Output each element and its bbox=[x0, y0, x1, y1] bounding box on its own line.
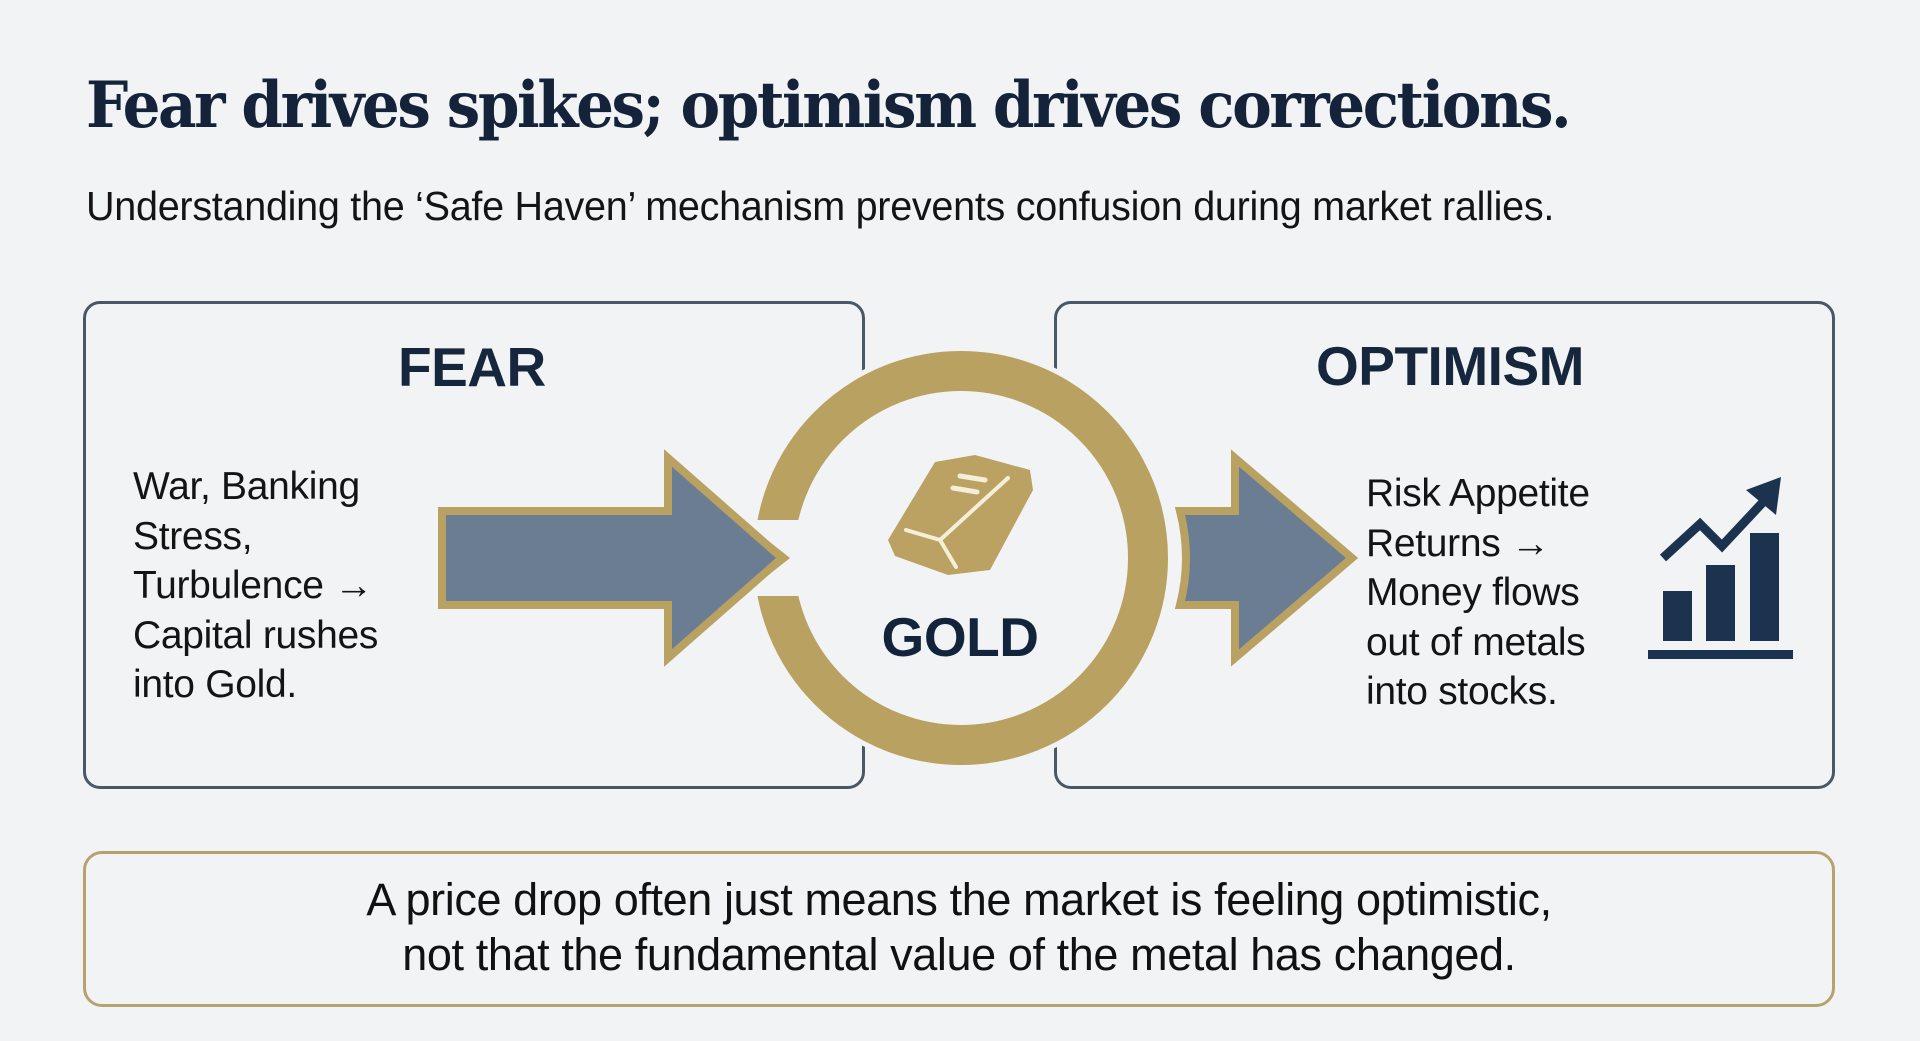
gold-label: GOLD bbox=[881, 606, 1039, 668]
takeaway-text: A price drop often just means the market… bbox=[83, 872, 1835, 982]
gold-bar-icon bbox=[888, 455, 1033, 575]
fear-to-gold-arrow bbox=[438, 449, 789, 667]
fear-description-line: into Gold. bbox=[133, 663, 297, 706]
takeaway-line: not that the fundamental value of the me… bbox=[402, 929, 1516, 980]
gold-to-optimism-arrow bbox=[1174, 449, 1359, 667]
optimism-description: Risk Appetite Returns → Money flows out … bbox=[1366, 469, 1590, 717]
fear-description-line: Turbulence → bbox=[133, 564, 373, 607]
fear-description-line: Stress, bbox=[133, 514, 253, 558]
optimism-description-line: Returns → bbox=[1366, 521, 1550, 565]
fear-description-line: War, Banking bbox=[133, 465, 360, 508]
fear-description-line: Capital rushes bbox=[133, 613, 379, 657]
fear-title: FEAR bbox=[398, 336, 546, 398]
rising-bar-chart-icon bbox=[1648, 477, 1793, 659]
page-title: Fear drives spikes; optimism drives corr… bbox=[86, 68, 1572, 143]
optimism-description-line: Money flows bbox=[1366, 571, 1580, 614]
optimism-description-line: Risk Appetite bbox=[1366, 472, 1590, 515]
fear-description: War, Banking Stress, Turbulence → Capita… bbox=[133, 462, 378, 710]
takeaway-line: A price drop often just means the market… bbox=[366, 874, 1552, 925]
takeaway-box bbox=[83, 851, 1835, 1007]
optimism-title: OPTIMISM bbox=[1316, 335, 1584, 397]
optimism-description-line: out of metals bbox=[1366, 620, 1586, 664]
page-subtitle: Understanding the ‘Safe Haven’ mechanism… bbox=[86, 183, 1555, 229]
optimism-description-line: into stocks. bbox=[1366, 670, 1558, 713]
